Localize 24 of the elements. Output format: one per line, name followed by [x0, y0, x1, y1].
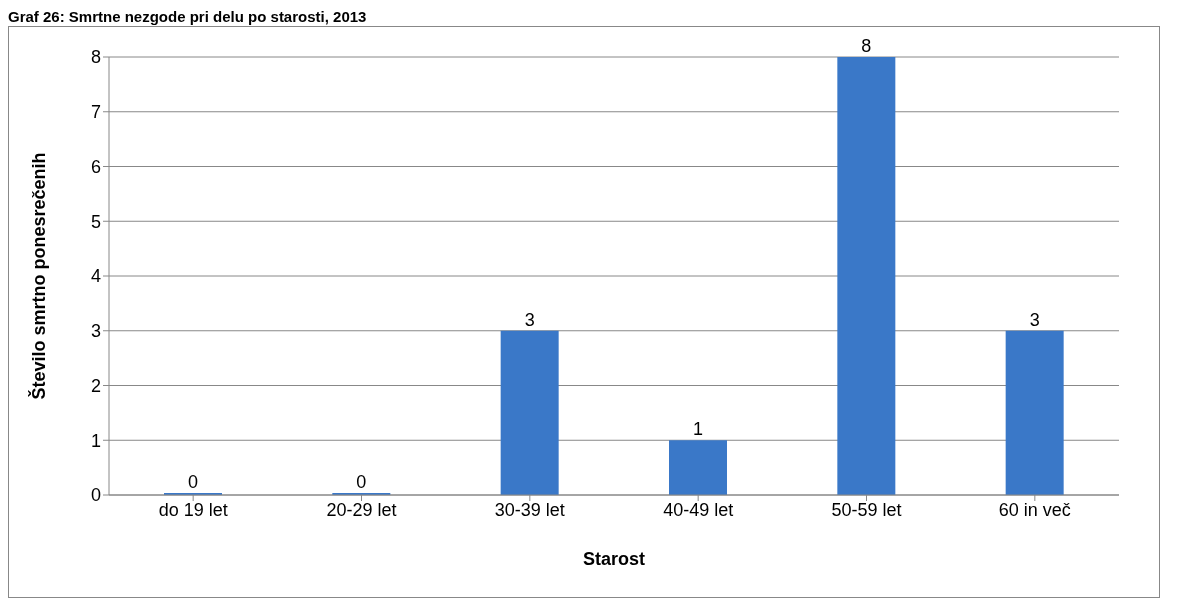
y-tick-label: 5: [90, 211, 101, 232]
y-axis-title: Število smrtno ponesrečenih: [28, 152, 50, 400]
data-label: 8: [861, 36, 872, 56]
y-tick-label: 6: [90, 156, 101, 177]
x-tick-label: 50-59 let: [831, 499, 902, 520]
y-tick-label: 2: [90, 375, 101, 396]
y-tick-label: 8: [90, 47, 101, 68]
x-tick-label: 60 in več: [998, 499, 1071, 520]
y-tick-label: 1: [90, 430, 101, 451]
data-label: 3: [524, 309, 535, 330]
x-tick-label: do 19 let: [158, 499, 228, 520]
y-tick-label: 3: [90, 321, 101, 342]
data-label: 0: [356, 472, 367, 492]
data-label: 0: [187, 472, 199, 492]
x-tick-label: 30-39 let: [494, 499, 565, 520]
y-tick-label: 7: [90, 102, 101, 123]
data-label: 1: [692, 419, 704, 440]
x-tick-label: 40-49 let: [663, 499, 734, 520]
x-axis-title: Starost: [582, 549, 646, 569]
y-tick-label: 0: [90, 485, 101, 506]
y-tick-label: 4: [90, 266, 101, 287]
data-label: 3: [1029, 309, 1040, 330]
chart-title: Graf 26: Smrtne nezgode pri delu po starosti, 2013: [8, 8, 368, 26]
x-tick-label: 20-29 let: [326, 499, 397, 520]
